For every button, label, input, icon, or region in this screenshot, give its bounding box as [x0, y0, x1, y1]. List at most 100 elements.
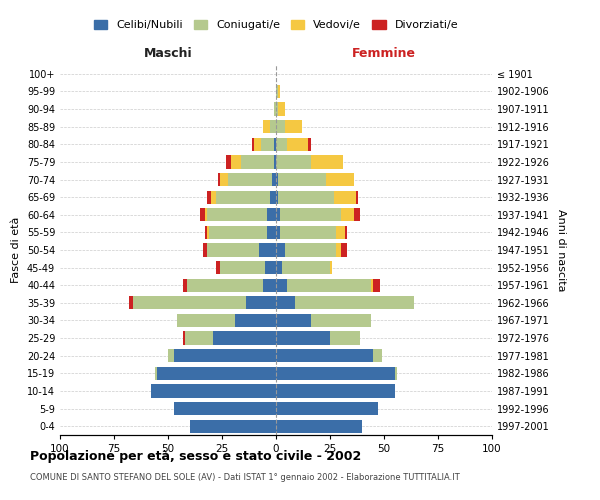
Bar — [287, 278, 371, 292]
Bar — [337, 244, 341, 256]
Bar — [295, 296, 414, 310]
Bar — [278, 190, 334, 204]
Text: Femmine: Femmine — [352, 46, 416, 60]
Bar — [263, 278, 276, 292]
Bar — [207, 190, 211, 204]
Bar — [345, 226, 347, 239]
Bar — [284, 244, 337, 256]
Bar — [284, 120, 302, 134]
Bar — [276, 420, 362, 433]
Bar — [246, 296, 276, 310]
Bar — [341, 244, 347, 256]
Bar — [276, 402, 377, 415]
Bar — [185, 332, 214, 344]
Bar — [373, 278, 380, 292]
Bar — [341, 208, 354, 222]
Bar — [220, 261, 265, 274]
Bar — [157, 366, 276, 380]
Bar — [220, 173, 229, 186]
Bar — [354, 208, 360, 222]
Text: COMUNE DI SANTO STEFANO DEL SOLE (AV) - Dati ISTAT 1° gennaio 2002 - Elaborazion: COMUNE DI SANTO STEFANO DEL SOLE (AV) - … — [30, 472, 460, 482]
Bar — [278, 102, 284, 116]
Bar — [211, 190, 215, 204]
Y-axis label: Anni di nascita: Anni di nascita — [556, 209, 566, 291]
Bar — [308, 138, 311, 151]
Bar — [283, 261, 330, 274]
Bar — [200, 208, 205, 222]
Bar — [268, 226, 276, 239]
Bar — [395, 366, 397, 380]
Bar — [269, 120, 276, 134]
Bar — [276, 190, 278, 204]
Bar — [276, 138, 287, 151]
Bar — [287, 138, 308, 151]
Bar — [230, 156, 241, 168]
Bar — [280, 226, 337, 239]
Bar — [276, 366, 395, 380]
Bar — [209, 226, 268, 239]
Bar — [268, 208, 276, 222]
Bar — [259, 244, 276, 256]
Bar — [276, 384, 395, 398]
Bar — [269, 190, 276, 204]
Bar — [207, 244, 259, 256]
Text: Maschi: Maschi — [143, 46, 193, 60]
Bar — [311, 314, 371, 327]
Legend: Celibi/Nubili, Coniugati/e, Vedovi/e, Divorziati/e: Celibi/Nubili, Coniugati/e, Vedovi/e, Di… — [89, 15, 463, 34]
Bar — [129, 296, 133, 310]
Bar — [133, 296, 246, 310]
Bar — [218, 173, 220, 186]
Bar — [276, 244, 284, 256]
Bar — [215, 190, 269, 204]
Bar — [155, 366, 157, 380]
Bar — [272, 173, 276, 186]
Bar — [276, 173, 278, 186]
Bar — [151, 384, 276, 398]
Bar — [276, 226, 280, 239]
Bar — [183, 278, 187, 292]
Bar — [187, 278, 263, 292]
Bar — [265, 261, 276, 274]
Bar — [274, 138, 276, 151]
Bar — [226, 156, 230, 168]
Bar — [334, 190, 356, 204]
Bar — [214, 332, 276, 344]
Bar — [229, 173, 272, 186]
Bar — [278, 173, 326, 186]
Bar — [330, 261, 332, 274]
Bar — [205, 208, 207, 222]
Bar — [276, 314, 311, 327]
Bar — [276, 349, 373, 362]
Bar — [373, 349, 382, 362]
Bar — [276, 102, 278, 116]
Bar — [276, 261, 283, 274]
Bar — [254, 138, 261, 151]
Bar — [311, 156, 343, 168]
Bar — [278, 85, 280, 98]
Bar — [183, 332, 185, 344]
Bar — [235, 314, 276, 327]
Bar — [252, 138, 254, 151]
Bar — [176, 314, 235, 327]
Bar — [175, 349, 276, 362]
Bar — [371, 278, 373, 292]
Y-axis label: Fasce di età: Fasce di età — [11, 217, 21, 283]
Bar — [241, 156, 274, 168]
Bar — [203, 244, 207, 256]
Bar — [330, 332, 360, 344]
Bar — [168, 349, 175, 362]
Bar — [263, 120, 269, 134]
Bar — [276, 208, 280, 222]
Bar — [337, 226, 345, 239]
Bar — [274, 102, 276, 116]
Bar — [280, 208, 341, 222]
Text: Popolazione per età, sesso e stato civile - 2002: Popolazione per età, sesso e stato civil… — [30, 450, 361, 463]
Bar — [175, 402, 276, 415]
Bar — [207, 226, 209, 239]
Bar — [276, 156, 311, 168]
Bar — [276, 85, 278, 98]
Bar — [276, 332, 330, 344]
Bar — [276, 296, 295, 310]
Bar — [215, 261, 220, 274]
Bar — [207, 208, 268, 222]
